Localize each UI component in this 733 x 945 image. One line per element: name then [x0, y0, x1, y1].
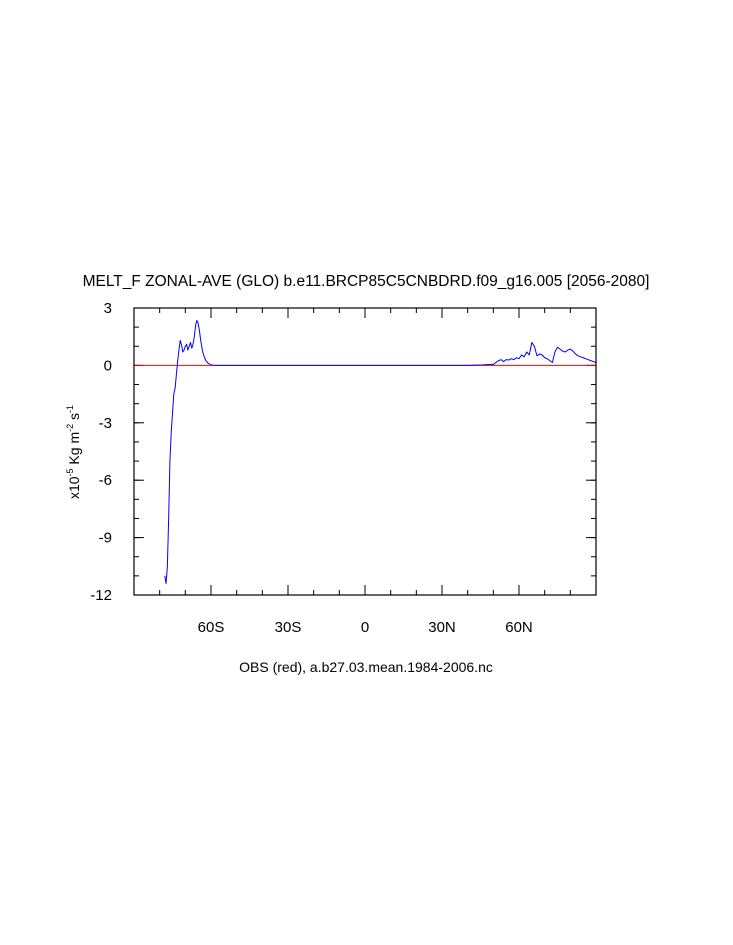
y-tick-label: -12	[90, 587, 112, 604]
svg-text:x10-5 Kg m-2 s-1: x10-5 Kg m-2 s-1	[65, 405, 82, 499]
y-label-exp1: -5	[65, 468, 75, 476]
tick-labels: 60S 30S 0 30N 60N 3 0 -3 -6 -9 -12	[90, 300, 532, 636]
y-tick-label: 0	[104, 357, 112, 374]
x-tick-label: 60N	[505, 619, 533, 636]
chart-title: MELT_F ZONAL-AVE (GLO) b.e11.BRCP85C5CNB…	[83, 273, 650, 290]
plot-frame	[133, 307, 597, 596]
y-label-exp3: -1	[65, 405, 75, 413]
axis-ticks	[133, 307, 597, 596]
y-tick-label: -3	[99, 415, 112, 432]
y-tick-label: 3	[104, 300, 112, 317]
x-tick-label: 60S	[198, 619, 225, 636]
y-tick-label: -6	[99, 472, 112, 489]
x-tick-label: 30N	[428, 619, 456, 636]
y-tick-label: -9	[99, 530, 112, 547]
y-label-middle2: s	[66, 413, 82, 424]
series-line	[164, 319, 597, 585]
footer-text: OBS (red), a.b27.03.mean.1984-2006.nc	[239, 659, 493, 675]
x-tick-label: 0	[361, 619, 369, 636]
y-axis-label: x10-5 Kg m-2 s-1	[65, 405, 82, 499]
y-label-prefix: x10	[66, 476, 82, 499]
y-label-exp2: -2	[65, 424, 75, 432]
data-series	[134, 319, 597, 585]
y-label-middle: Kg m	[66, 432, 82, 469]
x-tick-label: 30S	[275, 619, 302, 636]
